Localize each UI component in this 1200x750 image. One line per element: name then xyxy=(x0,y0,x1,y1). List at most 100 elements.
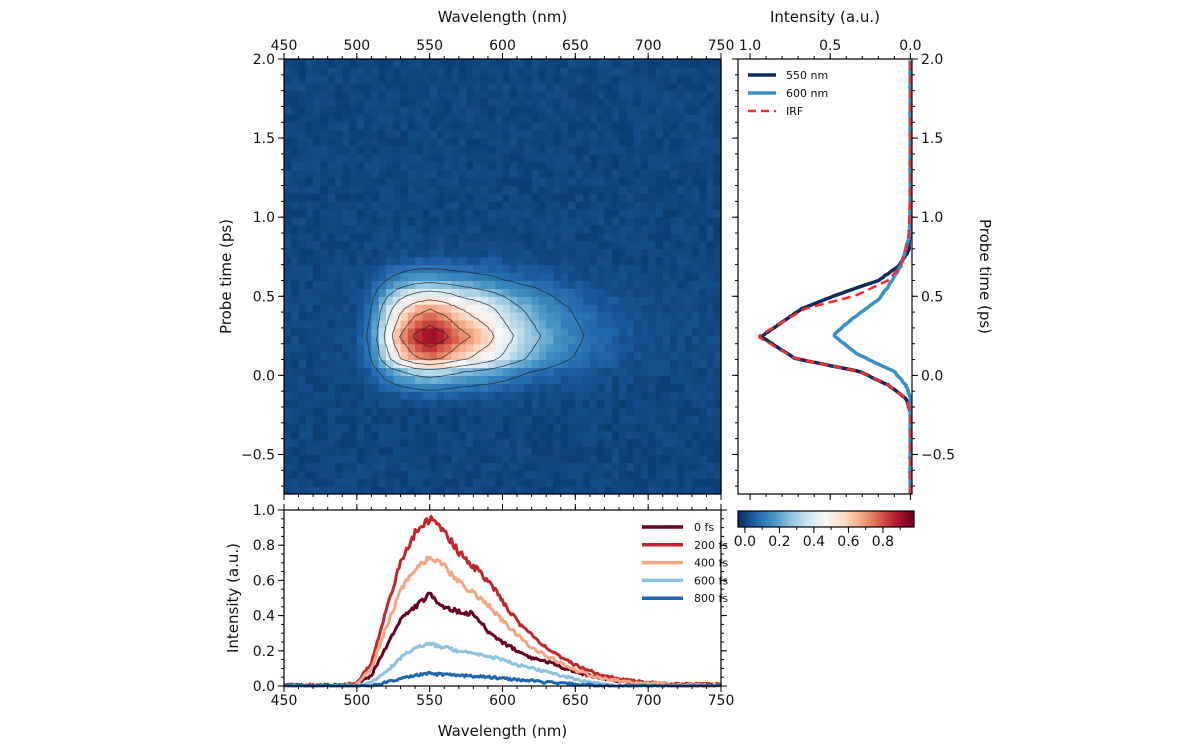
colorbar-segment xyxy=(802,511,804,527)
heatmap-cell xyxy=(575,240,584,250)
heatmap-cell xyxy=(538,478,547,487)
heatmap-cell xyxy=(546,146,555,155)
heatmap-cell xyxy=(582,343,591,353)
heatmap-cell xyxy=(619,486,627,495)
heatmap-cell xyxy=(509,288,518,297)
heatmap-cell xyxy=(422,399,431,408)
heatmap-cell xyxy=(662,240,671,250)
heatmap-cell xyxy=(597,470,606,479)
heatmap-cell xyxy=(407,98,416,108)
heatmap-cell xyxy=(633,422,642,432)
heatmap-cell xyxy=(495,98,504,108)
heatmap-cell xyxy=(560,106,569,115)
heatmap-cell xyxy=(429,240,438,250)
heatmap-cell xyxy=(342,304,351,313)
heatmap-cell xyxy=(670,248,678,258)
heatmap-cell xyxy=(327,320,336,329)
heatmap-cell xyxy=(633,486,642,495)
heatmap-cell xyxy=(371,161,380,171)
heatmap-cell xyxy=(648,486,657,495)
heatmap-cell xyxy=(385,375,394,384)
heatmap-cell xyxy=(560,414,569,424)
heatmap-cell xyxy=(560,320,569,329)
spectra-x-axis-label: Wavelength (nm) xyxy=(438,722,568,740)
heatmap-cell xyxy=(633,296,642,305)
heatmap-cell xyxy=(655,217,664,226)
heatmap-cell xyxy=(699,233,708,242)
heatmap-cell xyxy=(648,122,657,131)
heatmap-cell xyxy=(320,446,329,456)
heatmap-cell xyxy=(436,478,445,487)
colorbar-segment xyxy=(819,511,821,527)
heatmap-cell xyxy=(626,153,635,163)
heatmap-cell xyxy=(444,193,453,202)
heatmap-cell xyxy=(415,272,423,282)
heatmap-cell xyxy=(291,296,300,305)
heatmap-cell xyxy=(619,185,627,195)
heatmap-cell xyxy=(582,66,591,76)
heatmap-cell xyxy=(604,375,613,384)
heatmap-cell xyxy=(451,161,460,171)
heatmap-cell xyxy=(677,399,686,408)
heatmap-cell xyxy=(495,438,504,448)
heatmap-cell xyxy=(524,462,533,471)
heatmap-cell xyxy=(291,399,300,408)
heatmap-cell xyxy=(429,82,438,92)
heatmap-cell xyxy=(670,193,678,202)
heatmap-cell xyxy=(546,280,555,289)
heatmap-cell xyxy=(495,82,504,92)
heatmap-cell xyxy=(553,193,562,202)
heatmap-cell xyxy=(706,296,715,305)
heatmap-cell xyxy=(509,130,518,139)
heatmap-cell xyxy=(495,391,504,400)
heatmap-cell xyxy=(495,177,504,187)
heatmap-cell xyxy=(320,296,329,305)
heatmap-cell xyxy=(429,288,438,297)
heatmap-cell xyxy=(684,407,693,416)
heatmap-cell xyxy=(458,74,467,84)
heatmap-cell xyxy=(589,177,598,187)
heatmap-cell xyxy=(349,375,358,384)
heatmap-cell xyxy=(589,478,598,487)
heatmap-cell xyxy=(334,201,343,210)
heatmap-cell xyxy=(422,367,431,376)
heatmap-cell xyxy=(342,407,351,416)
heatmap-cell xyxy=(436,256,445,266)
heatmap-cell xyxy=(378,66,387,76)
heatmap-cell xyxy=(691,422,700,432)
heatmap-cell xyxy=(502,414,511,424)
heatmap-cell xyxy=(502,304,511,313)
heatmap-cell xyxy=(378,359,387,369)
heatmap-cell xyxy=(509,161,518,171)
heatmap-cell xyxy=(626,486,635,495)
heatmap-cell xyxy=(626,359,635,369)
heatmap-cell xyxy=(706,106,715,115)
heatmap-cell xyxy=(546,209,555,218)
heatmap-cell xyxy=(633,446,642,456)
heatmap-cell xyxy=(524,240,533,250)
heatmap-cell xyxy=(451,438,460,448)
heatmap-cell xyxy=(597,280,606,289)
heatmap-cell xyxy=(422,98,431,108)
heatmap-cell xyxy=(305,169,314,179)
heatmap-cell xyxy=(364,153,372,163)
heatmap-cell xyxy=(633,90,642,100)
heatmap-cell xyxy=(313,138,322,147)
heatmap-cell xyxy=(451,430,460,440)
heatmap-cell xyxy=(487,399,496,408)
heatmap-cell xyxy=(444,201,453,210)
heatmap-cell xyxy=(575,327,584,337)
heatmap-cell xyxy=(378,470,387,479)
heatmap-cell xyxy=(327,193,336,202)
heatmap-cell xyxy=(356,248,365,258)
colorbar-segment xyxy=(875,511,877,527)
heatmap-cell xyxy=(400,256,409,266)
heatmap-cell xyxy=(531,130,540,139)
heatmap-cell xyxy=(429,66,438,76)
heatmap-cell xyxy=(677,248,686,258)
heatmap-cell xyxy=(538,138,547,147)
heatmap-cell xyxy=(466,422,474,432)
heatmap-cell xyxy=(611,98,620,108)
heatmap-cell xyxy=(400,209,409,218)
heatmap-cell xyxy=(553,264,562,274)
